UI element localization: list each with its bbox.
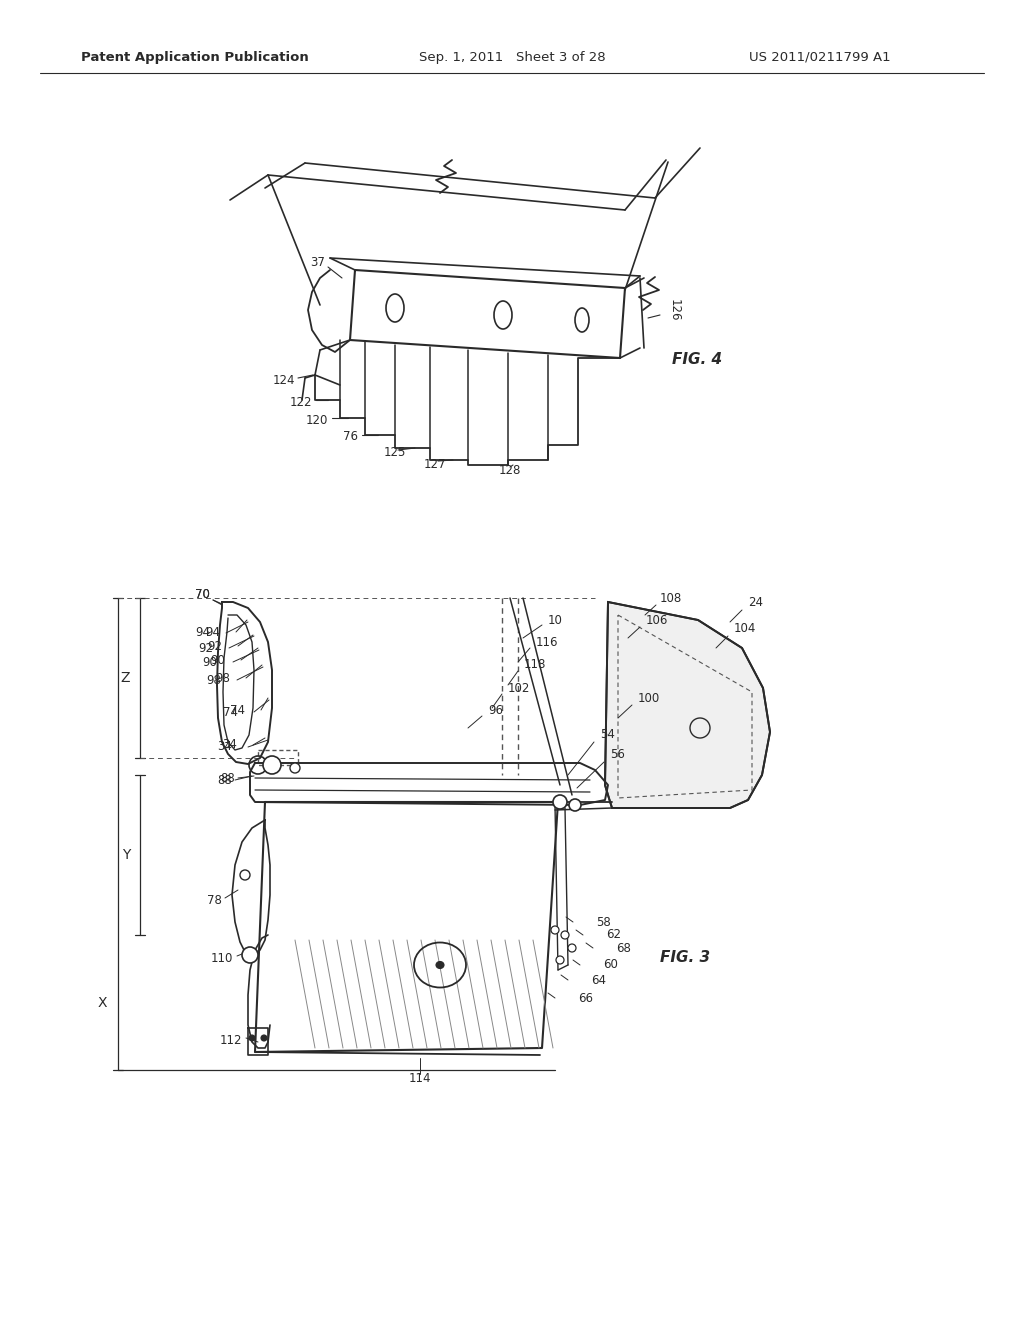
Circle shape bbox=[242, 946, 258, 964]
Text: FIG. 4: FIG. 4 bbox=[672, 352, 722, 367]
Text: 98: 98 bbox=[215, 672, 230, 685]
Text: 54: 54 bbox=[600, 729, 614, 742]
Text: 127: 127 bbox=[424, 458, 446, 470]
Text: 102: 102 bbox=[508, 681, 530, 694]
Text: 24: 24 bbox=[748, 595, 763, 609]
Text: Sep. 1, 2011   Sheet 3 of 28: Sep. 1, 2011 Sheet 3 of 28 bbox=[419, 50, 605, 63]
Text: 128: 128 bbox=[499, 463, 521, 477]
Text: 126: 126 bbox=[668, 298, 681, 321]
Text: 92: 92 bbox=[198, 642, 213, 655]
Text: 110: 110 bbox=[211, 952, 233, 965]
Circle shape bbox=[240, 870, 250, 880]
Text: 125: 125 bbox=[384, 446, 407, 459]
Text: 104: 104 bbox=[734, 622, 757, 635]
Text: US 2011/0211799 A1: US 2011/0211799 A1 bbox=[750, 50, 891, 63]
Text: 94: 94 bbox=[195, 627, 210, 639]
Text: 70: 70 bbox=[196, 589, 210, 602]
Text: 120: 120 bbox=[305, 413, 328, 426]
Circle shape bbox=[263, 756, 281, 774]
Text: 96: 96 bbox=[488, 704, 503, 717]
Circle shape bbox=[556, 956, 564, 964]
Text: 98: 98 bbox=[206, 673, 221, 686]
Circle shape bbox=[553, 795, 567, 809]
Text: 76: 76 bbox=[343, 430, 358, 444]
Text: Y: Y bbox=[122, 847, 130, 862]
Text: 94: 94 bbox=[205, 626, 220, 639]
Text: 118: 118 bbox=[524, 659, 547, 672]
Text: 114: 114 bbox=[409, 1072, 431, 1085]
Text: X: X bbox=[97, 997, 106, 1010]
Text: 106: 106 bbox=[646, 614, 669, 627]
Text: 60: 60 bbox=[603, 958, 617, 972]
Circle shape bbox=[568, 944, 575, 952]
Text: 90: 90 bbox=[202, 656, 217, 668]
Text: 90: 90 bbox=[210, 653, 225, 667]
Text: 34: 34 bbox=[217, 741, 232, 754]
Polygon shape bbox=[605, 602, 770, 808]
Text: 66: 66 bbox=[578, 991, 593, 1005]
Ellipse shape bbox=[436, 961, 444, 969]
Text: 88: 88 bbox=[220, 771, 234, 784]
Text: 58: 58 bbox=[596, 916, 610, 928]
Text: Patent Application Publication: Patent Application Publication bbox=[81, 50, 309, 63]
Text: 62: 62 bbox=[606, 928, 621, 941]
Text: 74: 74 bbox=[230, 704, 245, 717]
Circle shape bbox=[290, 763, 300, 774]
Text: 124: 124 bbox=[272, 374, 295, 387]
Circle shape bbox=[261, 1035, 267, 1041]
Text: 34: 34 bbox=[222, 738, 237, 751]
Text: 78: 78 bbox=[207, 894, 222, 907]
Circle shape bbox=[551, 927, 559, 935]
Text: 64: 64 bbox=[591, 974, 606, 986]
Text: 122: 122 bbox=[290, 396, 312, 408]
Text: 88: 88 bbox=[217, 774, 232, 787]
Text: Z: Z bbox=[121, 671, 130, 685]
Text: 70: 70 bbox=[196, 589, 210, 602]
Text: 100: 100 bbox=[638, 692, 660, 705]
Circle shape bbox=[569, 799, 581, 810]
Text: 74: 74 bbox=[223, 705, 238, 718]
Text: 56: 56 bbox=[610, 748, 625, 762]
Text: 68: 68 bbox=[616, 941, 631, 954]
Text: 92: 92 bbox=[207, 639, 222, 652]
Text: FIG. 3: FIG. 3 bbox=[660, 950, 710, 965]
Circle shape bbox=[249, 1035, 255, 1041]
Text: 108: 108 bbox=[660, 591, 682, 605]
Circle shape bbox=[561, 931, 569, 939]
Text: 112: 112 bbox=[219, 1034, 242, 1047]
Text: 10: 10 bbox=[548, 614, 563, 627]
Text: 116: 116 bbox=[536, 635, 558, 648]
Text: 37: 37 bbox=[310, 256, 325, 268]
